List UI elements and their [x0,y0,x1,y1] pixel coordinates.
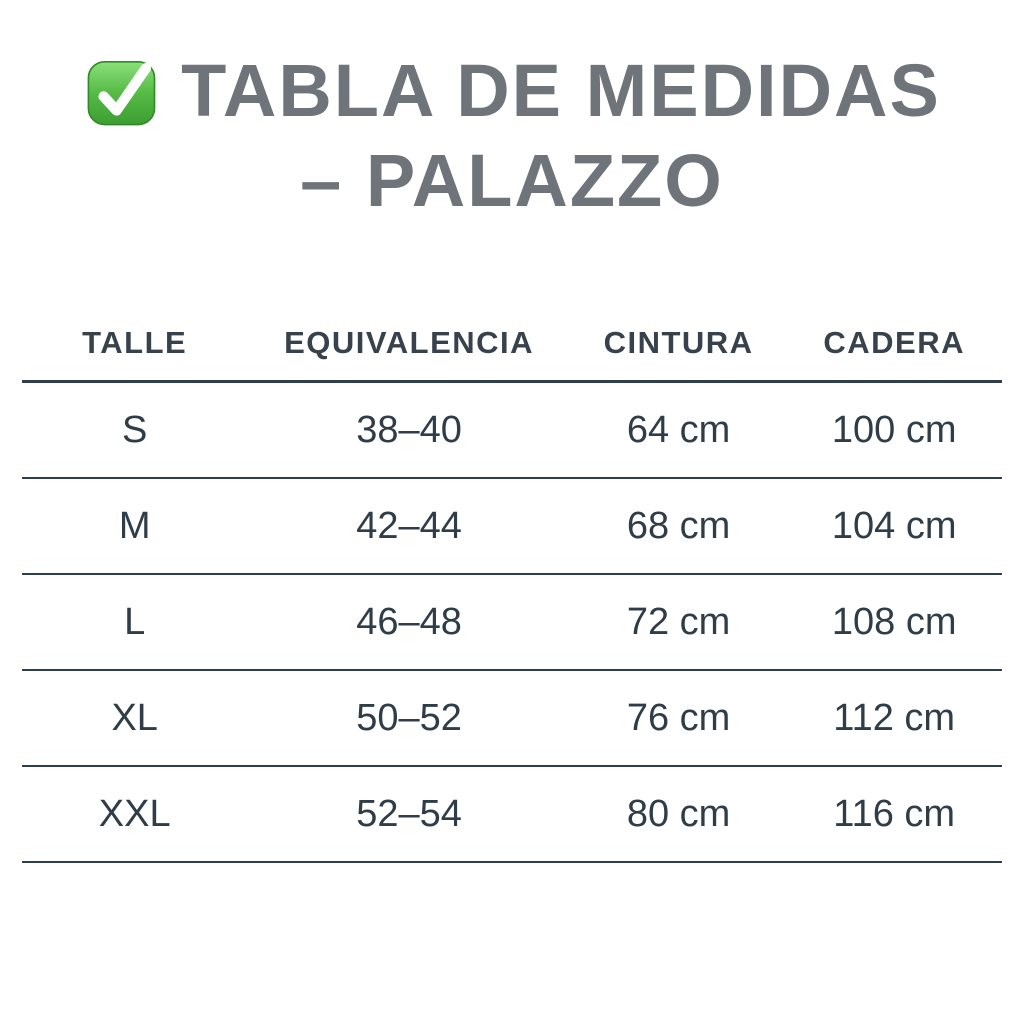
cell-size: XXL [22,766,248,863]
table-header-row: TALLE EQUIVALENCIA CINTURA CADERA [22,306,1002,383]
check-mark-button-icon [83,52,161,130]
cell-size: XL [22,670,248,767]
cell-waist: 68 cm [570,478,787,575]
cell-size: L [22,574,248,671]
page-title-line1: TABLA DE MEDIDAS [0,46,1024,136]
cell-equivalence: 50–52 [247,670,571,767]
table-row-xl: XL 50–52 76 cm 112 cm [22,670,1002,767]
column-header-talle: TALLE [22,306,248,383]
cell-hip: 108 cm [786,574,1002,671]
cell-hip: 100 cm [786,381,1002,479]
cell-hip: 116 cm [786,766,1002,863]
cell-waist: 64 cm [570,381,787,479]
table-row-xxl: XXL 52–54 80 cm 116 cm [22,766,1002,863]
cell-waist: 76 cm [570,670,787,767]
title-text-line2: – PALAZZO [300,139,724,222]
column-header-cadera: CADERA [786,306,1002,383]
cell-equivalence: 38–40 [247,381,571,479]
cell-size: M [22,478,248,575]
column-header-equivalencia: EQUIVALENCIA [247,306,571,383]
table-row-s: S 38–40 64 cm 100 cm [22,381,1002,479]
table-row-l: L 46–48 72 cm 108 cm [22,574,1002,671]
page-title: TABLA DE MEDIDAS – PALAZZO [0,0,1024,226]
column-header-cintura: CINTURA [570,306,787,383]
cell-equivalence: 42–44 [247,478,571,575]
table-row-m: M 42–44 68 cm 104 cm [22,478,1002,575]
size-table: TALLE EQUIVALENCIA CINTURA CADERA S 38–4… [22,306,1002,863]
cell-equivalence: 52–54 [247,766,571,863]
cell-hip: 104 cm [786,478,1002,575]
cell-hip: 112 cm [786,670,1002,767]
cell-waist: 80 cm [570,766,787,863]
cell-size: S [22,381,248,479]
cell-equivalence: 46–48 [247,574,571,671]
cell-waist: 72 cm [570,574,787,671]
title-text-line1: TABLA DE MEDIDAS [181,49,941,132]
